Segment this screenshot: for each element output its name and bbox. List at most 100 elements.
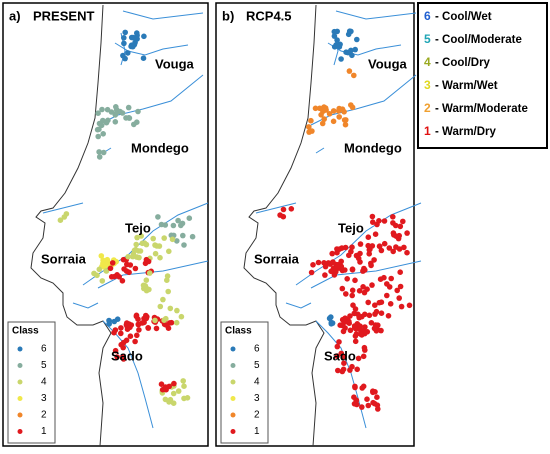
site-dot xyxy=(114,354,120,360)
site-dot xyxy=(99,278,106,284)
legend-label: 6 xyxy=(254,344,260,355)
site-dot xyxy=(330,265,337,272)
key-name: - Warm/Moderate xyxy=(435,103,528,115)
site-dot xyxy=(163,322,169,328)
site-dot xyxy=(368,260,374,267)
site-dot xyxy=(319,120,326,127)
coastline xyxy=(243,4,325,447)
site-dot xyxy=(111,329,117,336)
site-dot xyxy=(336,339,342,345)
key-number: 4 xyxy=(424,55,431,69)
site-dot xyxy=(397,269,403,276)
site-dot xyxy=(334,353,340,359)
site-dot xyxy=(384,281,390,287)
site-dot xyxy=(105,117,111,124)
site-dot xyxy=(306,124,312,130)
site-dot xyxy=(343,291,349,297)
site-dot xyxy=(94,126,101,133)
site-dot xyxy=(371,257,377,263)
site-dot xyxy=(334,343,341,350)
site-dot xyxy=(126,269,132,276)
site-dot xyxy=(351,310,358,317)
site-dot xyxy=(388,275,394,282)
site-dot xyxy=(372,302,378,309)
key-number: 6 xyxy=(424,9,431,23)
site-dot xyxy=(381,240,388,247)
site-dot xyxy=(349,52,355,59)
site-dot xyxy=(116,274,122,280)
site-dot xyxy=(96,266,103,273)
place-name: Mondego xyxy=(344,140,402,155)
site-dot xyxy=(308,269,315,276)
site-dot xyxy=(104,256,111,263)
panel-a: a) PRESENT Vouga Mondego Tejo Sorraia Sado Clas… xyxy=(2,2,209,447)
site-dot xyxy=(155,214,161,220)
site-dot xyxy=(334,264,341,270)
site-dot xyxy=(141,33,147,40)
site-dot xyxy=(178,313,185,320)
site-dot xyxy=(330,108,337,114)
site-dot xyxy=(374,402,381,409)
site-dot xyxy=(381,274,387,281)
site-dot xyxy=(331,28,338,35)
site-dot xyxy=(94,272,100,279)
site-dot xyxy=(394,287,400,294)
site-dot xyxy=(397,283,404,290)
site-dot xyxy=(336,114,342,120)
site-dot xyxy=(362,347,368,353)
site-dot xyxy=(120,344,126,351)
site-dot xyxy=(381,218,388,224)
site-dot xyxy=(398,303,405,310)
site-dot xyxy=(118,330,124,337)
site-dot xyxy=(340,366,347,373)
site-dot xyxy=(280,206,287,213)
legend-dot xyxy=(230,363,236,368)
river xyxy=(315,320,367,429)
site-dot xyxy=(150,235,156,242)
site-dot xyxy=(401,244,407,251)
site-dot xyxy=(396,295,402,301)
site-dot xyxy=(397,223,404,230)
site-dot xyxy=(122,55,128,62)
site-dot xyxy=(336,105,342,112)
legend-label: 2 xyxy=(254,410,260,421)
site-dot xyxy=(343,117,349,123)
legend-dot xyxy=(17,379,23,385)
site-dot xyxy=(135,108,141,115)
site-dot xyxy=(352,384,358,391)
site-dot xyxy=(280,213,287,220)
legend-dot xyxy=(230,346,236,352)
site-dot xyxy=(341,360,347,367)
legend-dot xyxy=(17,429,23,434)
site-dot xyxy=(119,110,126,116)
site-dot xyxy=(125,254,131,260)
site-dot xyxy=(404,230,410,236)
site-dot xyxy=(342,121,349,128)
site-dot xyxy=(364,286,370,293)
site-dot xyxy=(318,112,324,118)
site-dot xyxy=(360,353,367,360)
site-dot xyxy=(329,250,335,257)
site-dot xyxy=(161,235,167,241)
site-dot xyxy=(120,354,126,360)
site-dot xyxy=(322,272,328,278)
site-dot xyxy=(337,322,343,329)
site-dot xyxy=(365,402,372,409)
site-dot xyxy=(353,325,359,332)
site-dot xyxy=(390,214,396,220)
site-dot xyxy=(338,56,344,62)
legend-label: 1 xyxy=(254,426,260,437)
river xyxy=(114,42,189,56)
legend-box xyxy=(7,321,56,444)
site-dot xyxy=(353,397,360,404)
site-dot xyxy=(126,115,132,121)
site-dot xyxy=(189,233,196,240)
site-dot xyxy=(376,243,383,250)
site-dot xyxy=(330,118,337,125)
site-dot xyxy=(144,286,151,293)
legend-dot xyxy=(17,346,23,352)
site-dot xyxy=(165,288,171,295)
site-dot xyxy=(109,260,116,266)
site-dot xyxy=(372,231,379,237)
